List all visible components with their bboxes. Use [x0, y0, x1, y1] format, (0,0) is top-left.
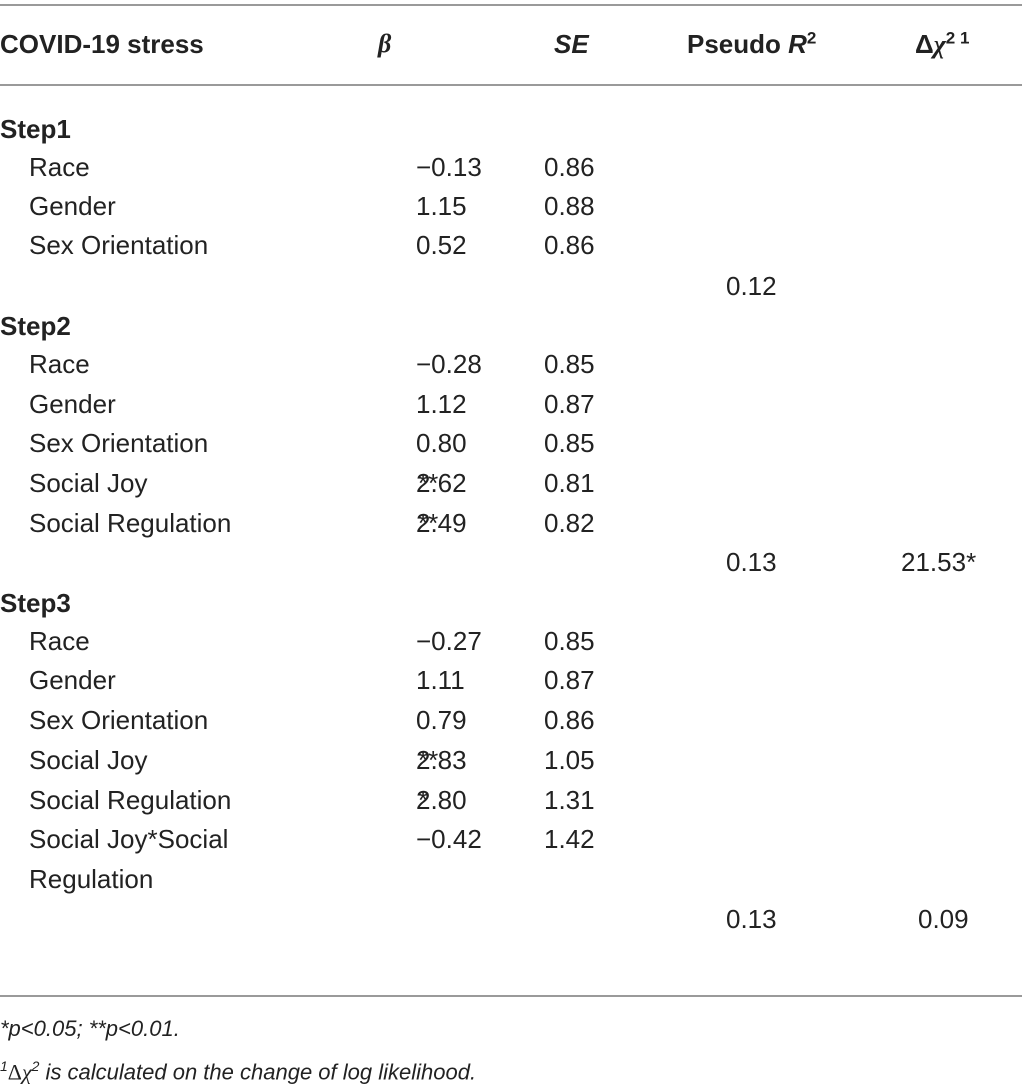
table-row: Gender 1.12 0.87: [29, 389, 595, 419]
table-row: Social Joy 2.83 ** 1.05: [29, 745, 595, 775]
table-row-continuation: Regulation: [0, 863, 1022, 903]
variable-name: Race: [29, 349, 90, 379]
se-value: 0.82: [544, 508, 595, 538]
table-row: Social Joy*Social −0.42 1.42: [29, 824, 595, 854]
variable-name: Sex Orientation: [29, 230, 209, 260]
table-row: Social Regulation 2.49 ** 0.82: [29, 508, 595, 538]
se-value: 1.31: [544, 785, 595, 815]
footnote-delta-chi2: 1Δχ2 is calculated on the change of log …: [0, 1058, 477, 1085]
delta-chi2-value: 0.09: [918, 904, 969, 934]
header-beta: β: [378, 29, 392, 58]
step-label: Step2: [0, 311, 71, 341]
pseudo-r2-value: 0.13: [726, 904, 777, 934]
se-value: 0.85: [544, 626, 595, 656]
variable-name: Social Regulation: [29, 785, 232, 815]
variable-name: Gender: [29, 191, 116, 221]
table-row: Race −0.27 0.85: [29, 626, 595, 656]
top-rule: [0, 4, 1022, 6]
table-row: Gender 1.15 0.88: [29, 191, 595, 221]
se-value: 0.81: [544, 468, 595, 498]
se-value: 0.88: [544, 191, 595, 221]
bottom-rule: [0, 995, 1022, 997]
se-value: 0.87: [544, 665, 595, 695]
step-summary-row: 0.13 21.53*: [0, 546, 1022, 586]
step-summary-row: 0.13 0.09: [0, 903, 1022, 943]
variable-name: Social Joy: [29, 745, 148, 775]
variable-name: Social Regulation: [29, 508, 232, 538]
variable-name: Gender: [29, 665, 116, 695]
step-summary-row: 0.12: [0, 270, 1022, 310]
table-row: Social Joy 2.62 ** 0.81: [29, 468, 595, 498]
pseudo-r2-value: 0.12: [726, 271, 777, 301]
step-label-row: Step1: [0, 113, 1022, 153]
step-label: Step1: [0, 114, 71, 144]
step-label-row: Step3: [0, 587, 1022, 627]
se-value: 0.85: [544, 349, 595, 379]
se-value: 0.86: [544, 705, 595, 735]
footnote-significance: *p<0.05; **p<0.01.: [0, 1016, 180, 1041]
step-label: Step3: [0, 588, 71, 618]
variable-name: Social Joy*Social: [29, 824, 229, 854]
se-value: 0.85: [544, 428, 595, 458]
table-row: Race −0.28 0.85: [29, 349, 595, 379]
pseudo-r2-value: 0.13: [726, 547, 777, 577]
variable-name: Race: [29, 626, 90, 656]
variable-name: Sex Orientation: [29, 705, 209, 735]
table-row: Sex Orientation 0.79 0.86: [29, 705, 595, 735]
se-value: 1.05: [544, 745, 595, 775]
table-row: Race −0.13 0.86: [29, 152, 595, 182]
se-value: 0.86: [544, 230, 595, 260]
header-se: SE: [554, 29, 589, 59]
variable-name-continued: Regulation: [29, 864, 154, 894]
variable-name: Social Joy: [29, 468, 148, 498]
delta-chi2-value: 21.53*: [901, 547, 977, 577]
table-row: Social Regulation 2.80 * 1.31: [29, 785, 595, 815]
table-row: Sex Orientation 0.80 0.85: [29, 428, 595, 458]
variable-name: Race: [29, 152, 90, 182]
se-value: 0.86: [544, 152, 595, 182]
variable-name: Gender: [29, 389, 116, 419]
table-row: Gender 1.11 0.87: [29, 665, 595, 695]
se-value: 0.87: [544, 389, 595, 419]
header-pseudo-r2: Pseudo R2: [687, 28, 817, 59]
variable-name: Sex Orientation: [29, 428, 209, 458]
se-value: 1.42: [544, 824, 595, 854]
table-row: Sex Orientation 0.52 0.86: [29, 230, 595, 260]
header-delta-chi2: Δχ2 1: [915, 28, 970, 59]
header-rule: [0, 84, 1022, 86]
step-label-row: Step2: [0, 310, 1022, 350]
header-covid-stress: COVID-19 stress: [0, 29, 204, 59]
